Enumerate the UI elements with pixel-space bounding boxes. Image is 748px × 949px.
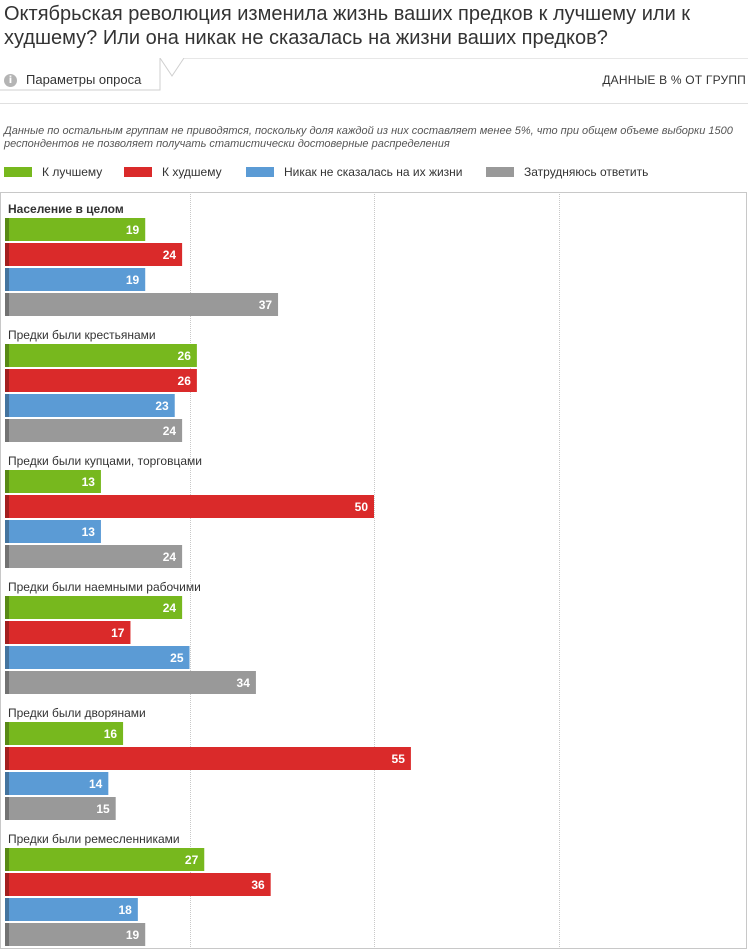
- bar-edge: [5, 621, 9, 644]
- bar[interactable]: [5, 268, 146, 291]
- bar-value-label: 37: [259, 298, 273, 312]
- bar-value-label: 26: [178, 349, 192, 363]
- bar-edge: [5, 495, 9, 518]
- bar[interactable]: [5, 344, 197, 367]
- group-label: Предки были наемными рабочими: [8, 580, 201, 594]
- page-title: Октябрьская революция изменила жизнь ваш…: [4, 3, 691, 49]
- bar-edge: [5, 596, 9, 619]
- units-label: ДАННЫЕ В % ОТ ГРУПП: [602, 73, 746, 87]
- bar-edge: [5, 268, 9, 291]
- survey-params-link[interactable]: Параметры опроса: [26, 72, 142, 87]
- legend-label-worse: К худшему: [162, 165, 222, 179]
- bar-value-label: 55: [392, 752, 406, 766]
- bar-edge: [5, 873, 9, 896]
- bar-edge: [5, 898, 9, 921]
- bar[interactable]: [5, 646, 190, 669]
- bar[interactable]: [5, 873, 271, 896]
- bar[interactable]: [5, 898, 138, 921]
- bar-value-label: 24: [163, 424, 177, 438]
- bar-value-label: 13: [82, 525, 96, 539]
- legend-swatch-hard: [486, 167, 514, 177]
- legend-label-hard: Затрудняюсь ответить: [524, 165, 649, 179]
- bar-edge: [5, 772, 9, 795]
- bar-value-label: 24: [163, 601, 177, 615]
- bar-value-label: 15: [96, 802, 110, 816]
- bar[interactable]: [5, 419, 183, 442]
- info-icon[interactable]: i: [4, 74, 17, 87]
- legend-swatch-better: [4, 167, 32, 177]
- bar-edge: [5, 848, 9, 871]
- params-divider: [0, 58, 748, 104]
- bar[interactable]: [5, 218, 146, 241]
- bar-value-label: 19: [126, 223, 140, 237]
- bar-value-label: 50: [355, 500, 369, 514]
- bar[interactable]: [5, 797, 116, 820]
- bar-edge: [5, 394, 9, 417]
- bar-edge: [5, 797, 9, 820]
- bar[interactable]: [5, 596, 183, 619]
- bar-edge: [5, 470, 9, 493]
- bar-edge: [5, 520, 9, 543]
- bar-value-label: 19: [126, 273, 140, 287]
- bar-edge: [5, 923, 9, 946]
- bar-value-label: 23: [155, 399, 169, 413]
- bar-value-label: 18: [118, 903, 132, 917]
- bar-value-label: 13: [82, 475, 96, 489]
- bar-value-label: 25: [170, 651, 184, 665]
- bar[interactable]: [5, 747, 411, 770]
- bar[interactable]: [5, 722, 124, 745]
- group-label: Предки были дворянами: [8, 706, 146, 720]
- bar[interactable]: [5, 369, 197, 392]
- bar-edge: [5, 646, 9, 669]
- bar[interactable]: [5, 495, 374, 518]
- bar-edge: [5, 293, 9, 316]
- bar-edge: [5, 419, 9, 442]
- bar-value-label: 17: [111, 626, 125, 640]
- legend-swatch-none: [246, 167, 274, 177]
- bar-value-label: 36: [251, 878, 265, 892]
- bar[interactable]: [5, 923, 146, 946]
- bar[interactable]: [5, 621, 131, 644]
- footnote: Данные по остальным группам не приводятс…: [4, 125, 733, 150]
- bar[interactable]: [5, 470, 101, 493]
- group-label: Предки были крестьянами: [8, 328, 156, 342]
- bar-value-label: 26: [178, 374, 192, 388]
- bar-edge: [5, 747, 9, 770]
- bar[interactable]: [5, 671, 256, 694]
- bar[interactable]: [5, 772, 109, 795]
- bar-edge: [5, 545, 9, 568]
- bar-value-label: 19: [126, 928, 140, 942]
- bar-edge: [5, 369, 9, 392]
- bar-value-label: 24: [163, 248, 177, 262]
- bar-edge: [5, 722, 9, 745]
- bar[interactable]: [5, 848, 205, 871]
- group-label: Предки были купцами, торговцами: [8, 454, 202, 468]
- bar[interactable]: [5, 545, 183, 568]
- bar-edge: [5, 671, 9, 694]
- legend-label-none: Никак не сказалась на их жизни: [284, 165, 463, 179]
- legend-label-better: К лучшему: [42, 165, 103, 179]
- bar-value-label: 34: [237, 676, 251, 690]
- bar-edge: [5, 344, 9, 367]
- bar[interactable]: [5, 520, 101, 543]
- bar-value-label: 24: [163, 550, 177, 564]
- group-label: Население в целом: [8, 202, 124, 216]
- bar-value-label: 16: [104, 727, 118, 741]
- bar[interactable]: [5, 394, 175, 417]
- bar-value-label: 14: [89, 777, 103, 791]
- legend-swatch-worse: [124, 167, 152, 177]
- bar[interactable]: [5, 293, 279, 316]
- bar-value-label: 27: [185, 853, 199, 867]
- bar[interactable]: [5, 243, 183, 266]
- group-label: Предки были ремесленниками: [8, 832, 180, 846]
- bar-edge: [5, 218, 9, 241]
- bar-edge: [5, 243, 9, 266]
